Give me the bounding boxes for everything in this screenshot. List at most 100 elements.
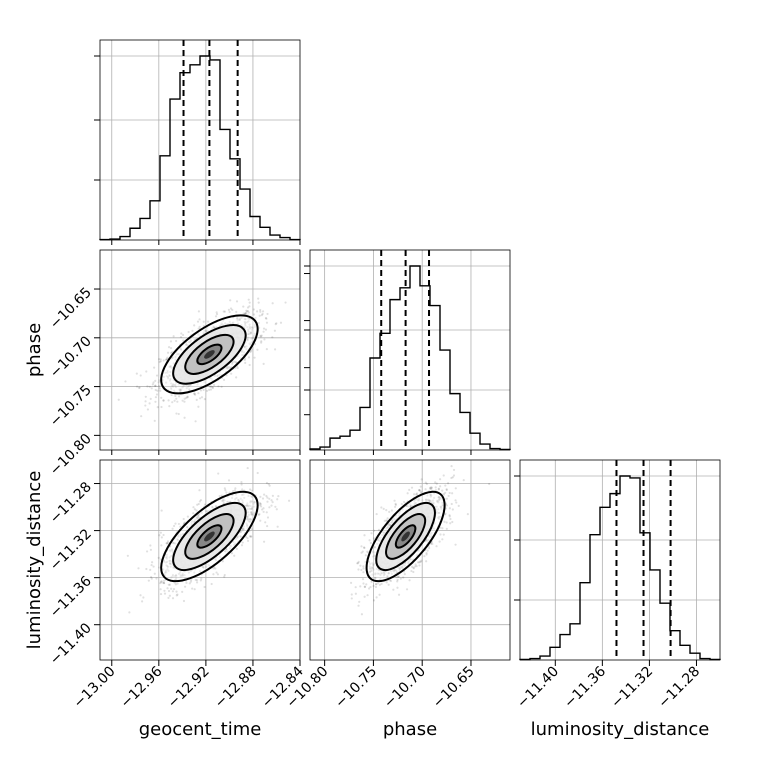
x-tick-label: −13.00	[71, 664, 119, 712]
scatter-point	[197, 333, 200, 336]
scatter-point	[233, 554, 236, 557]
scatter-point	[386, 576, 389, 579]
scatter-point	[396, 580, 399, 583]
scatter-point	[238, 318, 241, 322]
scatter-point	[171, 401, 174, 404]
scatter-point	[174, 394, 177, 398]
scatter-point	[167, 399, 170, 402]
scatter-point	[233, 543, 236, 546]
scatter-point	[249, 535, 252, 538]
scatter-point	[393, 568, 396, 571]
scatter-point	[158, 566, 161, 569]
scatter-point	[193, 392, 196, 395]
scatter-point	[168, 374, 171, 377]
scatter-point	[246, 333, 250, 336]
scatter-point	[425, 560, 428, 563]
scatter-point	[429, 486, 432, 489]
scatter-point	[155, 393, 159, 396]
scatter-point	[386, 517, 389, 520]
scatter-point	[211, 505, 214, 509]
scatter-point	[372, 599, 376, 602]
scatter-point	[193, 324, 196, 327]
scatter-point	[202, 320, 205, 323]
scatter-point	[154, 400, 157, 403]
scatter-point	[144, 400, 147, 403]
scatter-point	[206, 509, 209, 512]
scatter-point	[214, 505, 218, 508]
scatter-point	[363, 585, 367, 588]
scatter-point	[200, 577, 203, 580]
scatter-point	[206, 329, 209, 332]
scatter-point	[210, 385, 213, 388]
scatter-point	[377, 572, 380, 575]
contour-line	[394, 524, 417, 549]
scatter-point	[250, 507, 253, 511]
scatter-point	[371, 563, 375, 566]
scatter-point	[259, 519, 262, 522]
scatter-point	[271, 336, 274, 339]
scatter-point	[248, 535, 252, 538]
scatter-point	[239, 531, 242, 534]
scatter-point	[253, 501, 256, 504]
scatter-point	[374, 576, 377, 580]
scatter-point	[392, 517, 395, 520]
scatter-point	[226, 500, 229, 503]
scatter-point	[377, 528, 381, 531]
scatter-point	[244, 318, 247, 321]
scatter-point	[158, 379, 161, 382]
x-tick-label: −10.70	[381, 664, 429, 712]
scatter-point	[170, 366, 173, 370]
scatter-point	[234, 498, 237, 501]
scatter-point	[394, 503, 397, 506]
scatter-point	[396, 575, 400, 578]
scatter-point	[251, 336, 254, 339]
scatter-point	[246, 525, 249, 528]
scatter-point	[205, 565, 208, 568]
scatter-point	[222, 378, 226, 381]
scatter-point	[229, 299, 232, 302]
scatter-point	[160, 509, 163, 512]
scatter-point	[175, 590, 178, 593]
scatter-point	[166, 540, 170, 543]
scatter-point	[242, 528, 245, 531]
scatter-point	[402, 563, 405, 566]
scatter-point	[202, 331, 205, 334]
x-tick-label: −11.28	[655, 664, 703, 712]
panel-frame	[309, 459, 511, 661]
scatter-point	[381, 572, 384, 575]
scatter-point	[228, 547, 231, 550]
scatter-point	[404, 562, 407, 565]
scatter-point	[360, 551, 363, 554]
scatter-point	[153, 419, 156, 422]
scatter-point	[266, 500, 269, 503]
scatter-point	[201, 565, 204, 569]
scatter-point	[140, 415, 143, 418]
scatter-point	[211, 327, 214, 330]
scatter-point	[260, 334, 263, 337]
scatter-point	[366, 594, 369, 597]
scatter-point	[165, 571, 168, 574]
scatter-point	[445, 488, 448, 491]
scatter-point	[442, 492, 445, 495]
scatter-point	[370, 532, 373, 535]
scatter-point	[246, 508, 249, 511]
scatter-point	[161, 581, 164, 584]
scatter-point	[442, 474, 445, 477]
scatter-point	[383, 519, 386, 522]
scatter-point	[447, 494, 450, 498]
scatter-point	[437, 488, 440, 491]
scatter-point	[135, 372, 138, 375]
scatter-point	[247, 513, 251, 516]
scatter-point	[362, 546, 366, 549]
scatter-point	[166, 568, 169, 571]
scatter-point	[159, 588, 162, 591]
scatter-point	[406, 492, 409, 495]
scatter-point	[372, 568, 375, 571]
scatter-point	[252, 336, 255, 339]
scatter-point	[236, 366, 239, 370]
scatter-point	[374, 583, 378, 586]
scatter-point	[414, 565, 417, 568]
y-tick-label: −11.28	[47, 479, 95, 527]
scatter-point	[250, 535, 253, 538]
